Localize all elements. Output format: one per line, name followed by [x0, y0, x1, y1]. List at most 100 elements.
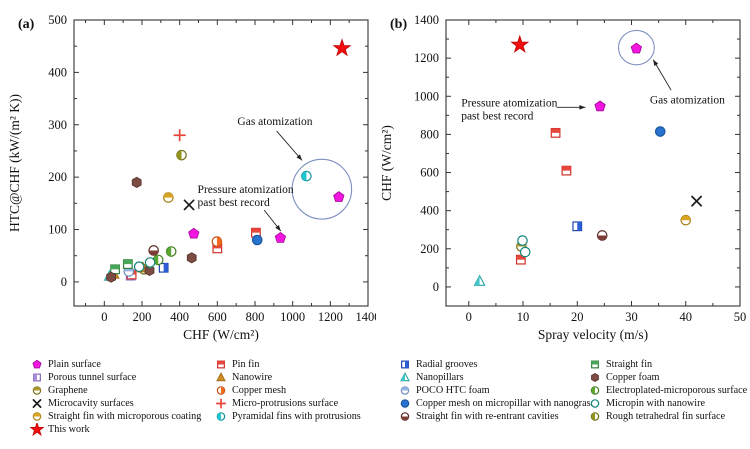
legend-item-this-work: This work: [30, 423, 201, 436]
marker-copper-mesh-micropillar-nanograss: [251, 234, 263, 246]
legend-item-microcavity-surfaces: Microcavity surfaces: [30, 397, 201, 410]
legend-label: Copper mesh: [232, 385, 287, 396]
legend-label: Nanopillars: [416, 372, 464, 383]
y-tick-label: 600: [420, 166, 439, 180]
marker-micropin-with-nanowire: [144, 257, 156, 268]
poco-htc-foam-legend-icon: [400, 386, 410, 395]
axis-ticks: [74, 19, 369, 306]
straight-fin-microporous-coating-legend-icon: [32, 412, 42, 421]
y-tick-label: 200: [420, 242, 439, 256]
x-tick-label: 200: [133, 310, 152, 324]
data-points: [103, 38, 352, 283]
marker-electroplated-microporous-surface: [590, 386, 600, 395]
annotation-text: Pressure atomization past best record: [461, 97, 557, 122]
marker-plain-surface: [333, 191, 345, 202]
legend-item-nanowire: Nanowire: [214, 371, 361, 384]
y-tick-label: 400: [420, 204, 439, 218]
marker-nanopillars: [400, 372, 410, 382]
legend-label: Pyramidal fins with protrusions: [232, 411, 361, 422]
legend-label: POCO HTC foam: [416, 385, 490, 396]
x-tick-label: 40: [680, 310, 693, 324]
legend-item-straight-fin: Straight fin: [588, 358, 747, 371]
marker-pin-fin: [515, 254, 526, 265]
pyramidal-fins-protrusions-legend-icon: [216, 412, 226, 421]
micropin-with-nanowire-legend-icon: [590, 399, 600, 408]
annotation-arrow: [276, 130, 303, 161]
legend-item-graphene: Graphene: [30, 384, 201, 397]
legend-label: Radial grooves: [416, 359, 478, 370]
nanowire-legend-icon: [216, 372, 226, 382]
marker-microcavity-surfaces: [183, 199, 195, 211]
copper-foam-legend-icon: [591, 373, 599, 382]
microcavity-surfaces-legend-icon: [32, 399, 42, 408]
marker-micro-protrusions-surface: [173, 128, 186, 142]
legend-column-2: Pin fin Nanowire Copper mesh Micro-protrusi…: [214, 358, 361, 423]
this-work-legend-icon: [30, 423, 44, 436]
marker-rough-tetrahedral-fin-surface: [590, 412, 600, 421]
x-tick-label: 20: [571, 310, 584, 324]
legend-label: Straight fin: [606, 359, 653, 370]
marker-this-work: [510, 34, 530, 53]
marker-straight-fin: [122, 259, 133, 269]
x-tick-label: 30: [625, 310, 638, 324]
x-tick-label: 1400: [356, 310, 377, 324]
y-tick-label: 0: [433, 280, 439, 294]
x-axis-label: Spray velocity (m/s): [538, 327, 648, 342]
legend-item-copper-mesh: Copper mesh: [214, 384, 361, 397]
marker-radial-grooves: [158, 262, 169, 273]
marker-pyramidal-fins-protrusions: [216, 412, 226, 421]
legend-label: Copper foam: [606, 372, 660, 383]
straight-fin-re-entrant-cavities-legend-icon: [400, 412, 410, 421]
marker-radial-grooves: [572, 221, 583, 232]
y-tick-label: 1000: [414, 89, 439, 103]
legend-item-copper-foam: Copper foam: [588, 371, 747, 384]
marker-pin-fin: [550, 127, 561, 138]
y-axis-label: HTC@CHF (kW/(m² K)): [7, 94, 22, 232]
plain-surface-legend-icon: [32, 359, 42, 369]
legend-column-1: Plain surface Porous tunnel surface Graphe…: [30, 358, 201, 436]
legend-item-radial-grooves: Radial grooves: [398, 358, 595, 371]
marker-copper-foam: [186, 252, 197, 264]
marker-nanopillars: [473, 274, 486, 286]
marker-radial-grooves: [401, 360, 409, 369]
annotation-arrowhead: [579, 105, 586, 110]
legend-label: Plain surface: [48, 359, 101, 370]
y-tick-label: 200: [48, 170, 67, 184]
marker-microcavity-surfaces: [32, 399, 42, 408]
marker-plain-surface: [630, 42, 643, 54]
copper-mesh-micropillar-nanograss-legend-icon: [400, 399, 410, 408]
x-tick-label: 0: [466, 310, 472, 324]
straight-fin-legend-icon: [591, 360, 599, 369]
legend-column-3: Radial grooves Nanopillars POCO HTC foam Co…: [398, 358, 595, 423]
y-tick-label: 400: [48, 65, 67, 79]
legend-label: Straight fin with re-entrant cavities: [416, 411, 559, 422]
annotations: Gas atomization Pressure atomization past …: [198, 116, 353, 232]
plot-frame: [445, 19, 741, 307]
legend-item-porous-tunnel-surface: Porous tunnel surface: [30, 371, 201, 384]
marker-straight-fin-re-entrant-cavities: [148, 245, 159, 256]
legend-item-rough-tetrahedral-fin-surface: Rough tetrahedral fin surface: [588, 410, 747, 423]
legend-item-plain-surface: Plain surface: [30, 358, 201, 371]
marker-straight-fin-microporous-coating: [680, 214, 692, 226]
marker-plain-surface: [274, 231, 287, 243]
marker-copper-foam: [591, 373, 599, 382]
rough-tetrahedral-fin-surface-legend-icon: [590, 412, 600, 421]
x-axis-label: CHF (W/cm²): [183, 327, 259, 342]
marker-plain-surface: [188, 227, 200, 239]
marker-straight-fin-re-entrant-cavities: [596, 230, 608, 241]
radial-grooves-legend-icon: [401, 360, 409, 369]
panel-label: (b): [390, 17, 407, 32]
x-tick-label: 600: [208, 310, 227, 324]
marker-poco-htc-foam: [400, 386, 410, 395]
x-tick-label: 1000: [280, 310, 305, 324]
annotation-arrowhead: [653, 59, 659, 66]
y-tick-label: 1200: [414, 51, 439, 65]
y-axis-label: CHF (W/cm²): [379, 125, 394, 201]
x-tick-label: 50: [734, 310, 747, 324]
annotation-arrowhead: [275, 224, 281, 232]
marker-copper-mesh: [211, 236, 223, 247]
highlight-ellipse: [291, 158, 353, 220]
marker-micropin-with-nanowire: [133, 261, 145, 273]
annotation-arrowhead: [296, 154, 303, 161]
